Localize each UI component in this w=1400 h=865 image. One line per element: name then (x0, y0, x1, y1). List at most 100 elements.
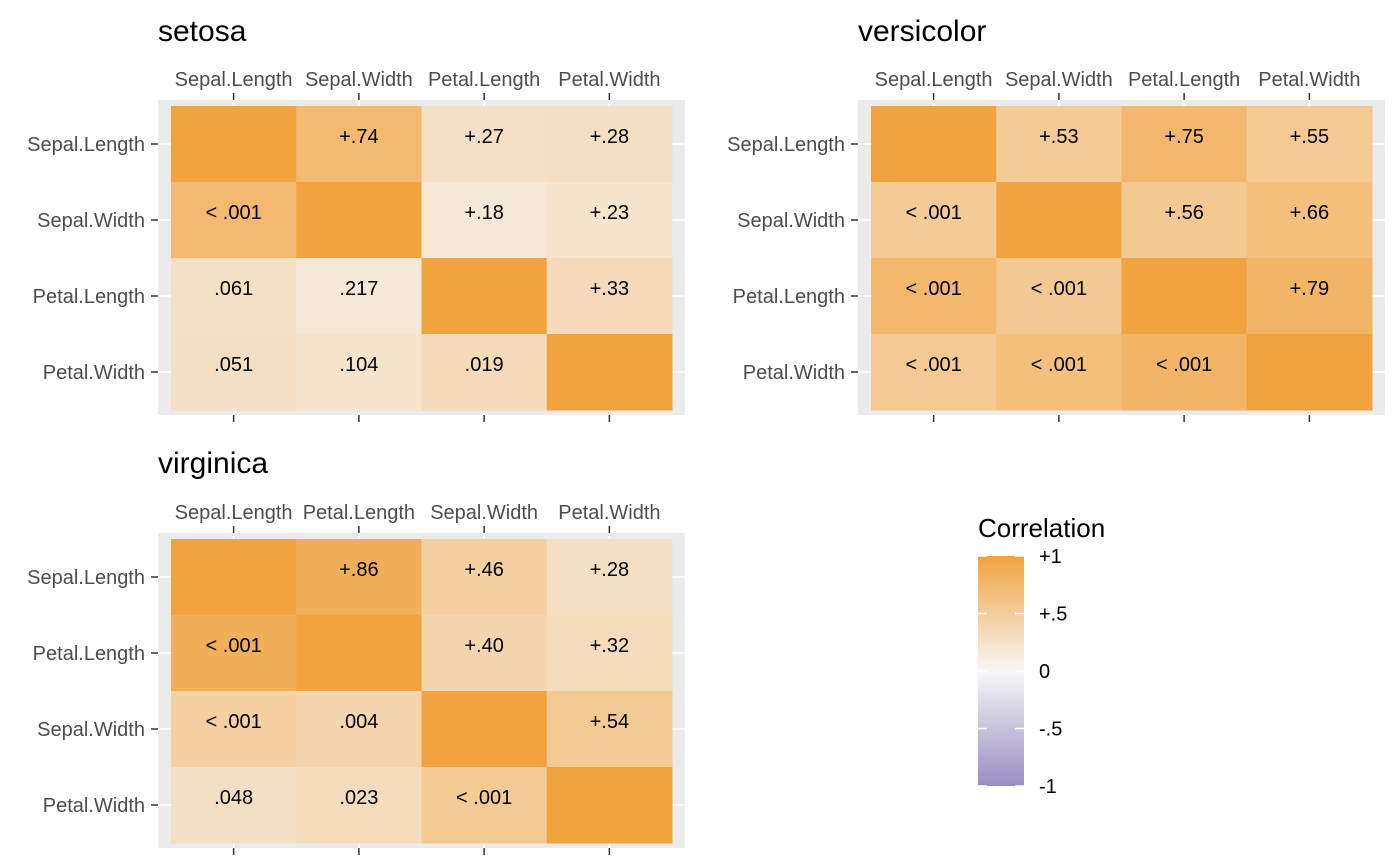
cell-label: < .001 (206, 202, 262, 224)
cell-label: .023 (339, 787, 378, 809)
y-tick-label: Petal.Length (733, 286, 845, 308)
heatmap-cell (871, 334, 997, 411)
cell-label: +.33 (590, 278, 629, 300)
cell-label: .217 (339, 278, 378, 300)
cell-label: < .001 (1031, 278, 1087, 300)
legend-tick-label: +.5 (1039, 604, 1067, 626)
heatmap-cell (296, 767, 422, 844)
heatmap-cell (546, 334, 673, 411)
heatmap-cell (171, 691, 297, 768)
legend-tick-label: 0 (1039, 661, 1050, 683)
panel-setosa: setosa +.74 +.27 +.28 < .001 +.18 +.23 .061 .217… (27, 15, 685, 422)
panel-title: virginica (158, 447, 268, 480)
cell-label: .004 (339, 711, 378, 733)
cell-label: .061 (214, 278, 253, 300)
heatmap-cell (871, 258, 997, 335)
cell-label: < .001 (206, 711, 262, 733)
legend-tick-label: +1 (1039, 546, 1062, 568)
heatmap-cell (421, 767, 548, 844)
heatmap-cell (546, 691, 673, 768)
panel-title: setosa (158, 15, 247, 48)
heatmap-cell (171, 182, 297, 259)
cell-label: .104 (339, 354, 378, 376)
heatmap-cell (296, 182, 422, 259)
cell-label: +.28 (590, 126, 629, 148)
heatmap-cell (1121, 106, 1248, 183)
heatmap-cell (421, 334, 548, 411)
heatmap-cell (421, 615, 548, 692)
x-tick-label: Sepal.Length (175, 502, 293, 524)
heatmap-cell (1121, 258, 1248, 335)
heatmap-cell (1121, 182, 1248, 259)
cell-label: < .001 (1031, 354, 1087, 376)
x-tick-label: Sepal.Length (175, 69, 293, 91)
cell-label: +.18 (464, 202, 503, 224)
heatmap-cell (546, 615, 673, 692)
x-tick-label: Petal.Width (1258, 69, 1360, 91)
cell-label: +.56 (1164, 202, 1203, 224)
heatmap-cell (546, 182, 673, 259)
heatmap-cell (171, 258, 297, 335)
heatmap-cell (171, 539, 297, 616)
legend: Correlation +1 +.5 0 -.5 -1 (978, 513, 1105, 798)
heatmap-cell (1246, 334, 1373, 411)
cell-label: < .001 (456, 787, 512, 809)
cell-label: .019 (465, 354, 504, 376)
heatmap-cell (996, 106, 1122, 183)
heatmap-cell (296, 334, 422, 411)
x-tick-label: Petal.Length (303, 502, 415, 524)
x-tick-label: Sepal.Length (875, 69, 993, 91)
heatmap-cell (1121, 334, 1248, 411)
cell-label: < .001 (1156, 354, 1212, 376)
cell-label: +.23 (590, 202, 629, 224)
legend-tick-label: -.5 (1039, 719, 1062, 741)
x-tick-label: Petal.Width (558, 69, 660, 91)
y-tick-label: Petal.Width (43, 362, 145, 384)
y-tick-label: Sepal.Length (27, 567, 145, 589)
cell-label: < .001 (206, 635, 262, 657)
cell-label: .048 (214, 787, 253, 809)
panel-title: versicolor (858, 15, 986, 48)
x-tick-label: Petal.Length (1128, 69, 1240, 91)
heatmap-cell (421, 691, 548, 768)
cell-label: .051 (214, 354, 253, 376)
heatmap-cell (996, 334, 1122, 411)
x-tick-label: Petal.Length (428, 69, 540, 91)
cell-label: +.27 (464, 126, 503, 148)
cell-label: +.46 (464, 559, 503, 581)
cell-label: +.28 (590, 559, 629, 581)
y-tick-label: Petal.Length (33, 643, 145, 665)
heatmap-cell (546, 106, 673, 183)
cell-label: +.86 (339, 559, 378, 581)
cell-label: < .001 (906, 202, 962, 224)
cell-label: +.40 (464, 635, 503, 657)
heatmap-cell (296, 691, 422, 768)
heatmap-cell (421, 182, 548, 259)
heatmap-cell (171, 615, 297, 692)
heatmap-cell (296, 615, 422, 692)
heatmap-cell (996, 258, 1122, 335)
heatmap-cell (296, 539, 422, 616)
cell-label: +.54 (590, 711, 629, 733)
cell-label: +.66 (1290, 202, 1329, 224)
heatmap-cell (171, 334, 297, 411)
heatmap-cell (1246, 182, 1373, 259)
y-tick-label: Petal.Width (743, 362, 845, 384)
cell-label: +.75 (1164, 126, 1203, 148)
heatmap-cell (996, 182, 1122, 259)
y-tick-label: Petal.Length (33, 286, 145, 308)
heatmap-cell (296, 106, 422, 183)
heatmap-cell (546, 539, 673, 616)
heatmap-cell (546, 258, 673, 335)
y-tick-label: Sepal.Width (737, 210, 845, 232)
heatmap-cell (171, 106, 297, 183)
x-tick-label: Petal.Width (558, 502, 660, 524)
y-tick-label: Sepal.Length (727, 134, 845, 156)
heatmap-cell (871, 182, 997, 259)
y-tick-label: Petal.Width (43, 795, 145, 817)
cell-label: +.53 (1039, 126, 1078, 148)
y-tick-label: Sepal.Width (37, 719, 145, 741)
heatmap-cell (421, 258, 548, 335)
panel-versicolor: versicolor +.53 +.75 +.55 < .001 +.56 +.66 < .0… (727, 15, 1385, 422)
heatmap-cell (421, 539, 548, 616)
